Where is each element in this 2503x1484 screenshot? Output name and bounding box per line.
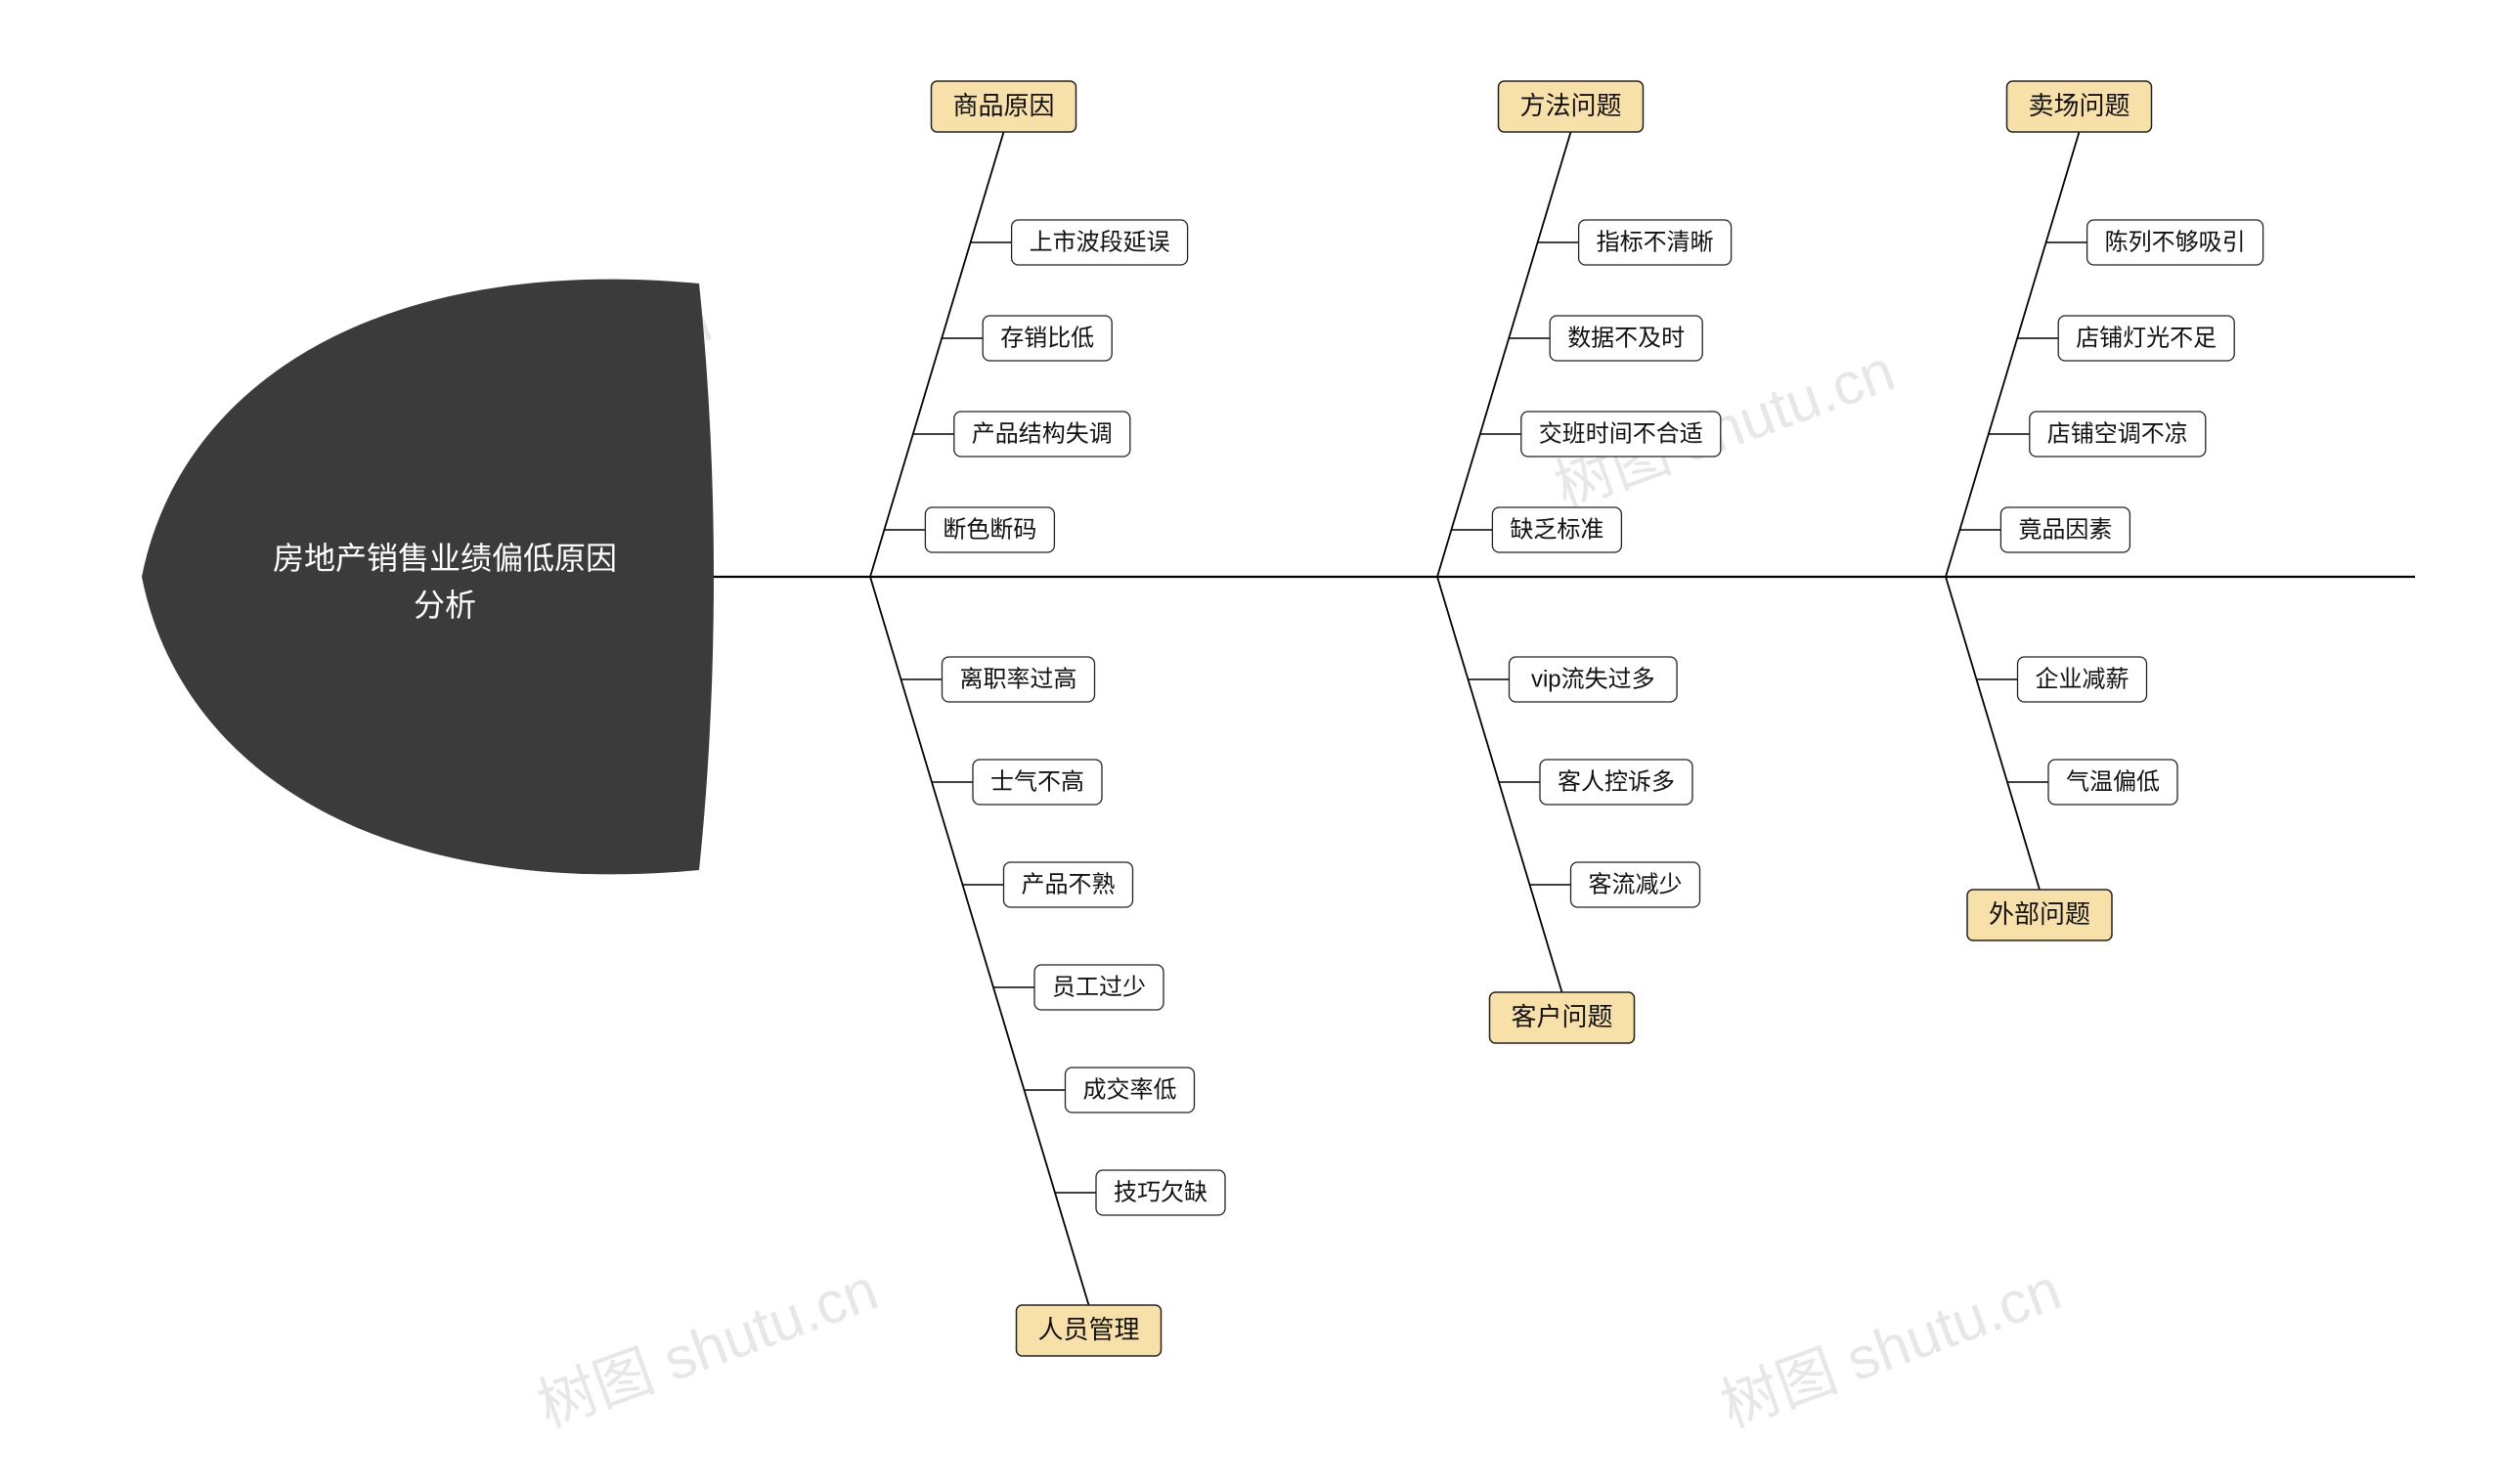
category-label-goods: 商品原因	[952, 91, 1054, 120]
item-label-goods-3: 断色断码	[943, 516, 1036, 543]
category-label-method: 方法问题	[1519, 91, 1621, 120]
item-label-staff-5: 技巧欠缺	[1114, 1179, 1208, 1205]
item-label-external-1: 气温偏低	[2066, 768, 2160, 795]
bone-external	[1946, 577, 2040, 890]
fishbone-diagram: 树图 shutu.cn树图 shutu.cn树图 shutu.cn树图 shut…	[0, 0, 2503, 1484]
item-label-staff-0: 离职率过高	[960, 666, 1077, 692]
head-title-line2: 分析	[414, 588, 476, 623]
category-customer: 客户问题 vip流失过多客人控诉多客流减少	[1437, 577, 1700, 1043]
item-label-staff-2: 产品不熟	[1022, 871, 1116, 897]
head-title-line1: 房地产销售业绩偏低原因	[273, 541, 617, 576]
fish-head: 房地产销售业绩偏低原因分析	[142, 280, 714, 875]
item-label-staff-4: 成交率低	[1083, 1076, 1177, 1103]
item-label-store-0: 陈列不够吸引	[2105, 229, 2246, 255]
category-label-external: 外部问题	[1989, 899, 2090, 929]
item-label-method-2: 交班时间不合适	[1539, 420, 1703, 447]
item-label-store-3: 竟品因素	[2018, 516, 2112, 543]
category-label-store: 卖场问题	[2028, 91, 2130, 120]
category-label-staff: 人员管理	[1037, 1315, 1139, 1344]
watermark-text: 树图 shutu.cn	[530, 1256, 886, 1439]
item-label-customer-0: vip流失过多	[1531, 666, 1655, 692]
item-label-customer-1: 客人控诉多	[1558, 768, 1675, 795]
fish-head-shape	[142, 280, 714, 875]
item-label-goods-2: 产品结构失调	[972, 420, 1113, 447]
category-store: 卖场问题陈列不够吸引店铺灯光不足店铺空调不凉竟品因素	[1946, 81, 2263, 577]
item-label-staff-1: 士气不高	[990, 768, 1084, 795]
category-label-customer: 客户问题	[1511, 1002, 1612, 1031]
category-external: 外部问题 企业减薪气温偏低	[1946, 577, 2177, 940]
item-label-goods-1: 存销比低	[1000, 325, 1094, 351]
item-label-method-1: 数据不及时	[1567, 325, 1685, 351]
item-label-method-3: 缺乏标准	[1510, 516, 1603, 543]
item-label-store-1: 店铺灯光不足	[2076, 325, 2217, 351]
item-label-staff-3: 员工过少	[1052, 974, 1146, 1000]
category-staff: 人员管理 离职率过高士气不高产品不熟员工过少成交率低技巧欠缺	[870, 577, 1225, 1356]
item-label-store-2: 店铺空调不凉	[2047, 420, 2188, 447]
item-label-external-0: 企业减薪	[2036, 666, 2130, 692]
watermark-text: 树图 shutu.cn	[1713, 1256, 2069, 1439]
item-label-method-0: 指标不清晰	[1597, 229, 1714, 255]
category-goods: 商品原因上市波段延误存销比低产品结构失调断色断码	[870, 81, 1188, 577]
item-label-goods-0: 上市波段延误	[1030, 229, 1170, 255]
item-label-customer-2: 客流减少	[1589, 871, 1683, 897]
